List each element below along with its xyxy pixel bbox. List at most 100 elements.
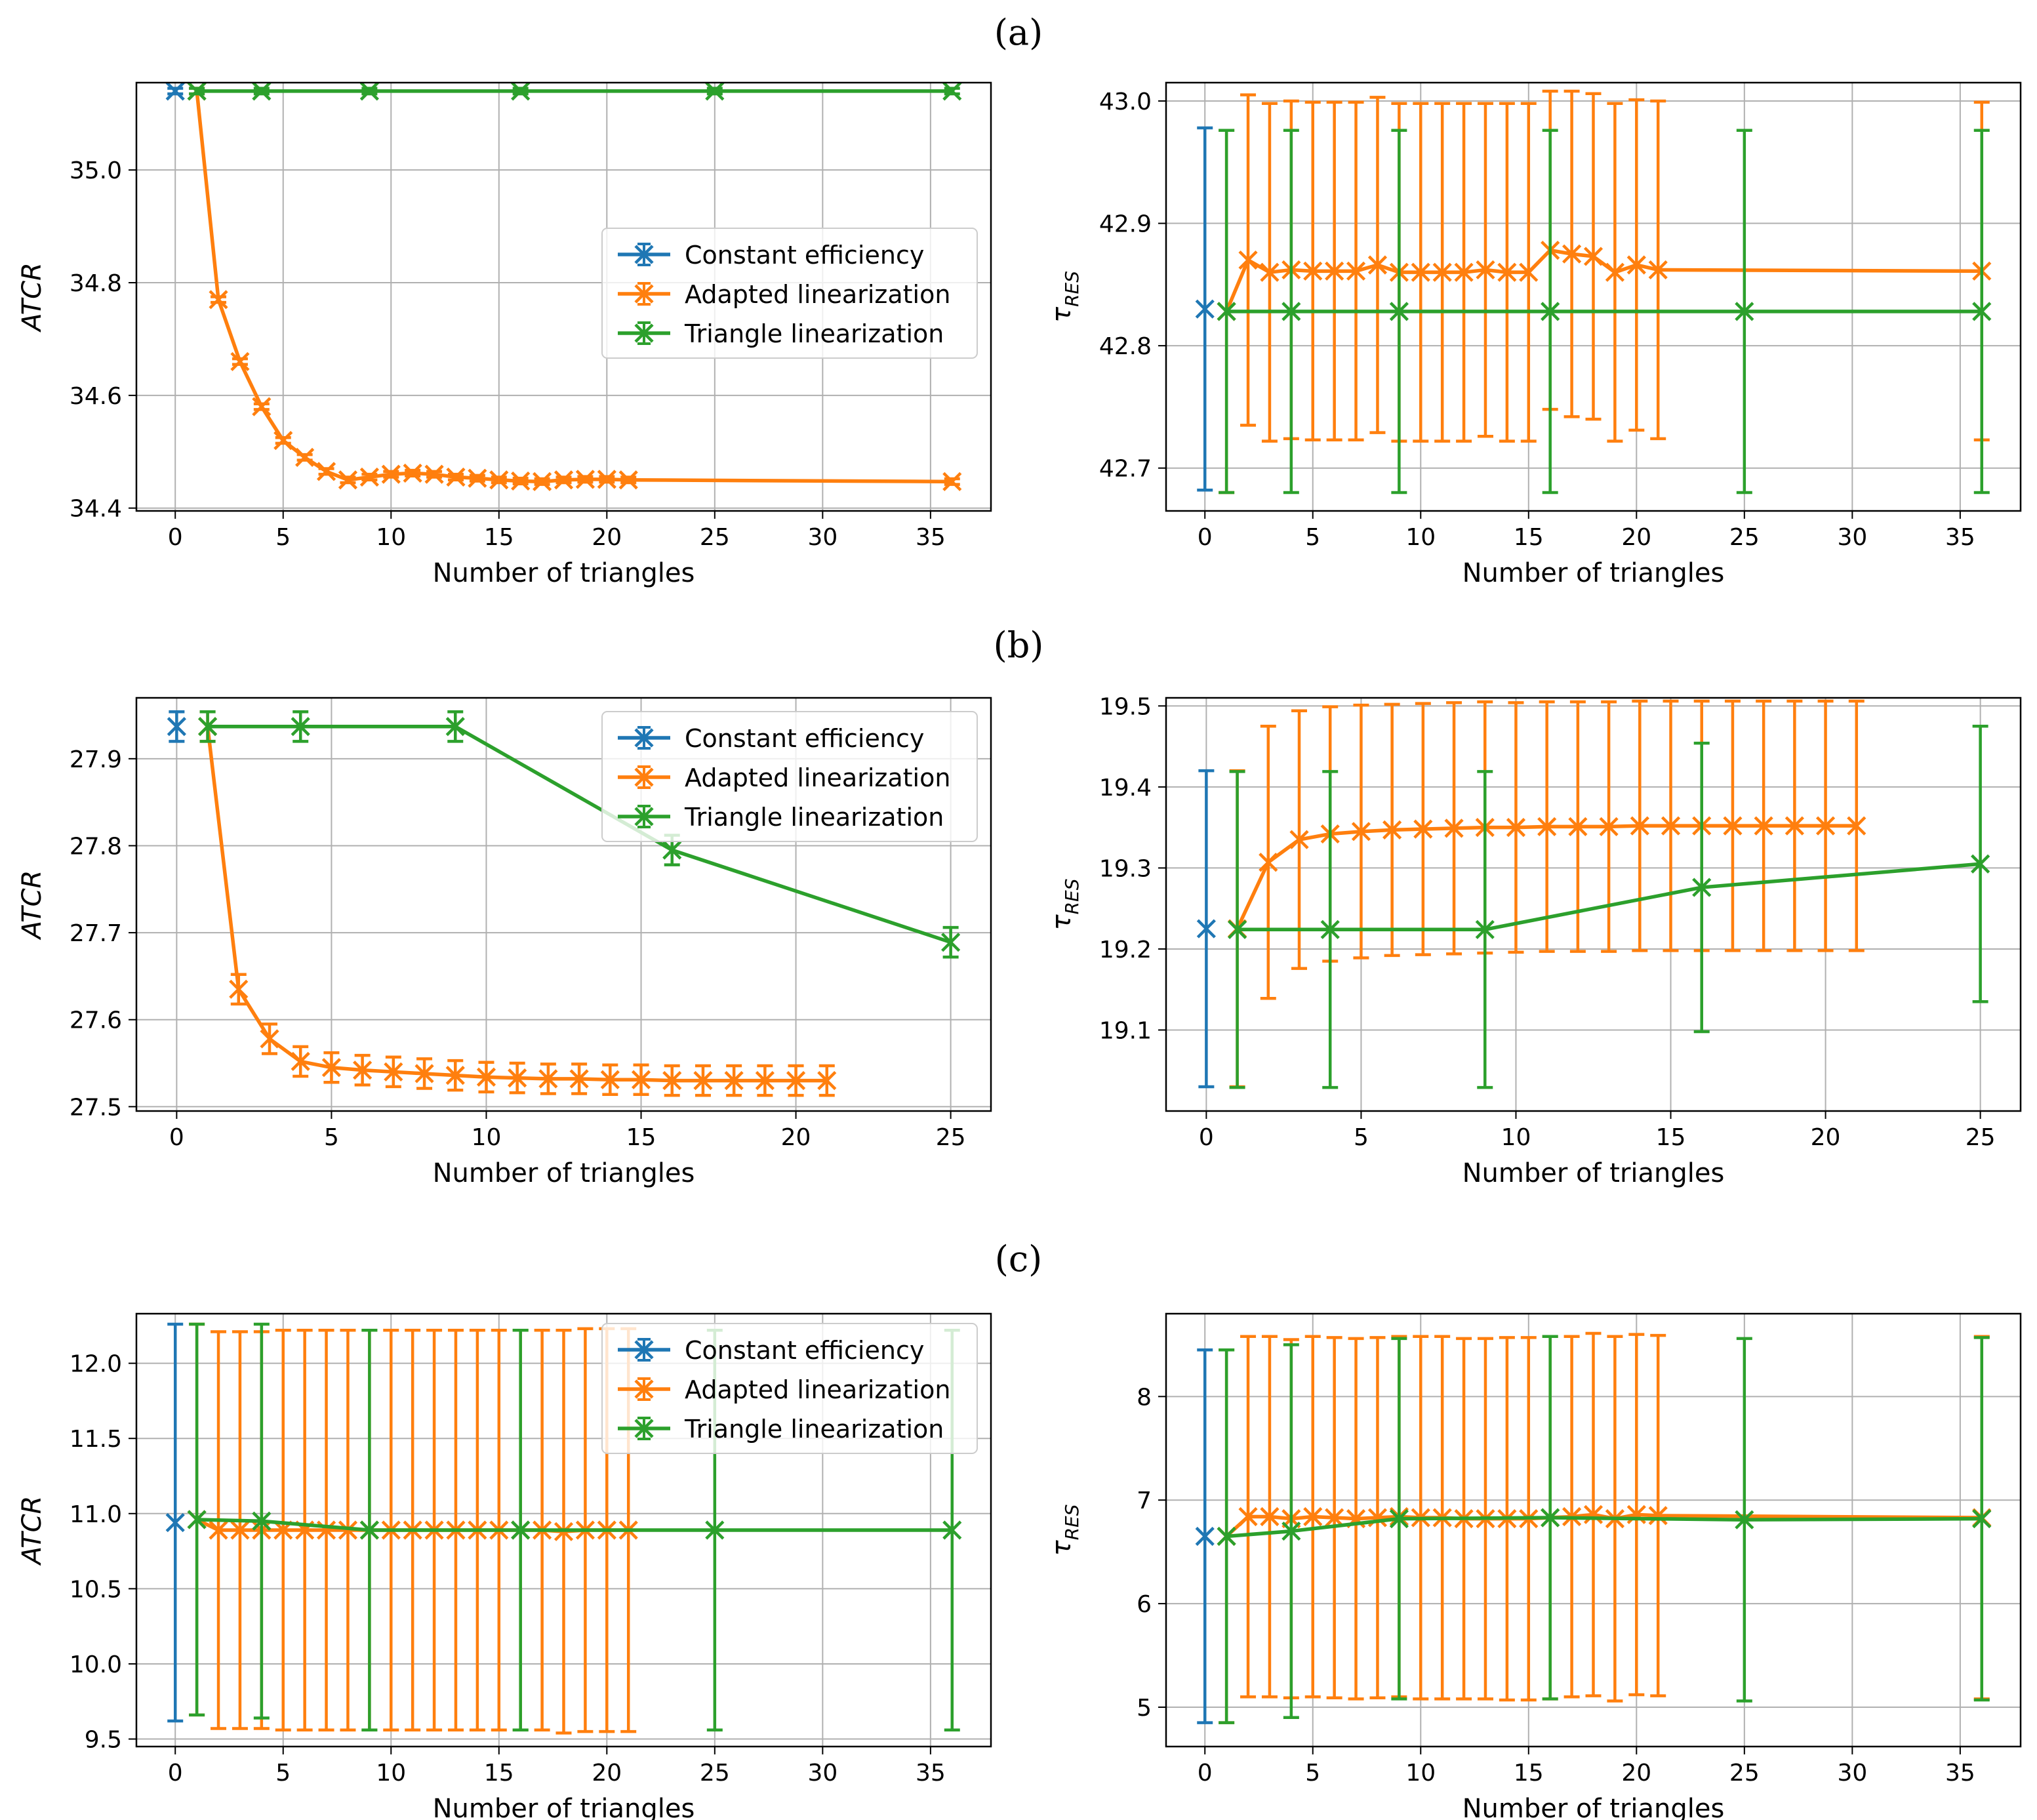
- x-tick-label: 15: [484, 524, 514, 551]
- data-point: [631, 1070, 651, 1089]
- data-point: [359, 467, 379, 487]
- panel-label-b: (b): [994, 624, 1044, 666]
- series-triangle-linearization: [1227, 724, 1990, 1089]
- y-tick-label: 27.8: [70, 833, 122, 860]
- x-tick-label: 25: [1966, 1124, 1996, 1151]
- legend-item-constant-efficiency: Constant efficiency: [618, 1336, 924, 1365]
- data-point: [1303, 1507, 1323, 1527]
- marker-stroke: [230, 352, 250, 371]
- data-point: [384, 1062, 403, 1082]
- legend-item-triangle-linearization: Triangle linearization: [618, 803, 944, 832]
- marker-stroke: [533, 472, 552, 491]
- data-point: [1367, 255, 1388, 275]
- y-axis-label: τRES: [1047, 878, 1083, 930]
- legend-item-constant-efficiency: Constant efficiency: [618, 724, 924, 753]
- data-point: [1971, 854, 1990, 874]
- marker-stroke: [1238, 1507, 1258, 1527]
- marker-stroke: [359, 1520, 379, 1540]
- data-point: [538, 1069, 558, 1089]
- marker-stroke: [942, 1520, 962, 1540]
- x-axis-label: Number of triangles: [1462, 1158, 1725, 1188]
- marker-stroke: [1217, 302, 1236, 321]
- data-point: [1281, 1521, 1301, 1541]
- marker-stroke: [1562, 244, 1582, 264]
- x-tick-label: 25: [1729, 524, 1760, 551]
- x-tick-label: 10: [1501, 1124, 1531, 1151]
- plot-frame: [135, 697, 992, 1112]
- data-point: [1754, 816, 1773, 836]
- marker-stroke: [1735, 1510, 1754, 1529]
- marker-stroke: [1599, 817, 1619, 837]
- marker-stroke: [508, 1068, 527, 1088]
- data-point: [662, 840, 682, 860]
- y-axis-label: τRES: [1047, 271, 1083, 323]
- marker-stroke: [600, 1070, 620, 1089]
- marker-stroke: [1346, 261, 1366, 281]
- series-triangle-linearization: [1217, 1335, 1992, 1724]
- data-point: [165, 83, 185, 101]
- marker-stroke: [187, 1510, 207, 1529]
- data-point: [167, 717, 186, 737]
- series-triangle-linearization: [1217, 129, 1992, 495]
- data-point: [1195, 299, 1215, 319]
- data-point: [600, 1070, 620, 1089]
- marker-stroke: [941, 933, 961, 952]
- marker-stroke: [705, 1520, 725, 1540]
- data-point: [817, 1070, 837, 1091]
- marker-stroke: [1815, 816, 1836, 836]
- marker-stroke: [634, 284, 654, 304]
- y-tick-label: 8: [1137, 1384, 1152, 1411]
- chart-c-atcr: 0 5 10 15 20 25 30 35 Number of triangles 9.5 10.0…: [17, 1312, 992, 1820]
- data-point: [1289, 830, 1309, 849]
- marker-stroke: [817, 1070, 837, 1091]
- marker-stroke: [424, 464, 444, 484]
- marker-stroke: [755, 1070, 775, 1091]
- y-tick-label: 19.2: [1099, 937, 1152, 963]
- series-adapted-linearization: [197, 710, 837, 1097]
- x-tick-label: 20: [781, 1124, 811, 1151]
- marker-stroke: [942, 472, 962, 491]
- marker-stroke: [1303, 1507, 1323, 1527]
- data-point: [942, 1520, 962, 1540]
- marker-stroke: [1325, 1508, 1344, 1527]
- data-point: [575, 470, 595, 489]
- legend-swatch-marker: [634, 1379, 654, 1399]
- x-tick-label: 10: [472, 1124, 502, 1151]
- x-tick-label: 35: [1945, 1760, 1975, 1787]
- data-point: [1562, 244, 1582, 264]
- data-point: [187, 83, 207, 101]
- data-point: [1227, 920, 1247, 939]
- data-point: [554, 470, 574, 490]
- marker-stroke: [1475, 920, 1495, 939]
- data-point: [1411, 262, 1430, 282]
- marker-stroke: [321, 1058, 342, 1078]
- marker-stroke: [1583, 1505, 1603, 1524]
- marker-stroke: [1325, 261, 1344, 281]
- series-line: [1226, 1516, 1982, 1539]
- y-tick-label: 7: [1137, 1487, 1152, 1514]
- marker-stroke: [1382, 820, 1402, 839]
- data-point: [1506, 818, 1526, 838]
- marker-stroke: [1413, 819, 1433, 839]
- marker-stroke: [511, 1520, 531, 1540]
- data-point: [230, 352, 250, 371]
- series-triangle-linearization: [197, 710, 961, 959]
- data-point: [338, 470, 358, 490]
- data-point: [230, 1520, 250, 1540]
- data-point: [252, 1511, 272, 1531]
- y-axis-label: ATCR: [17, 262, 47, 333]
- marker-stroke: [1630, 816, 1649, 836]
- legend-item-triangle-linearization: Triangle linearization: [618, 319, 944, 348]
- marker-stroke: [1692, 878, 1712, 897]
- data-point: [1325, 1508, 1344, 1527]
- data-point: [1735, 1510, 1754, 1529]
- marker-stroke: [634, 1379, 654, 1399]
- marker-stroke: [1506, 818, 1526, 838]
- y-tick-label: 42.8: [1099, 333, 1152, 360]
- x-tick-label: 15: [1656, 1124, 1686, 1151]
- x-tick-label: 35: [916, 524, 946, 551]
- marker-stroke: [359, 83, 379, 101]
- y-axis: 5 6 7 8 τRES: [1047, 1384, 1166, 1722]
- data-point: [1568, 817, 1588, 837]
